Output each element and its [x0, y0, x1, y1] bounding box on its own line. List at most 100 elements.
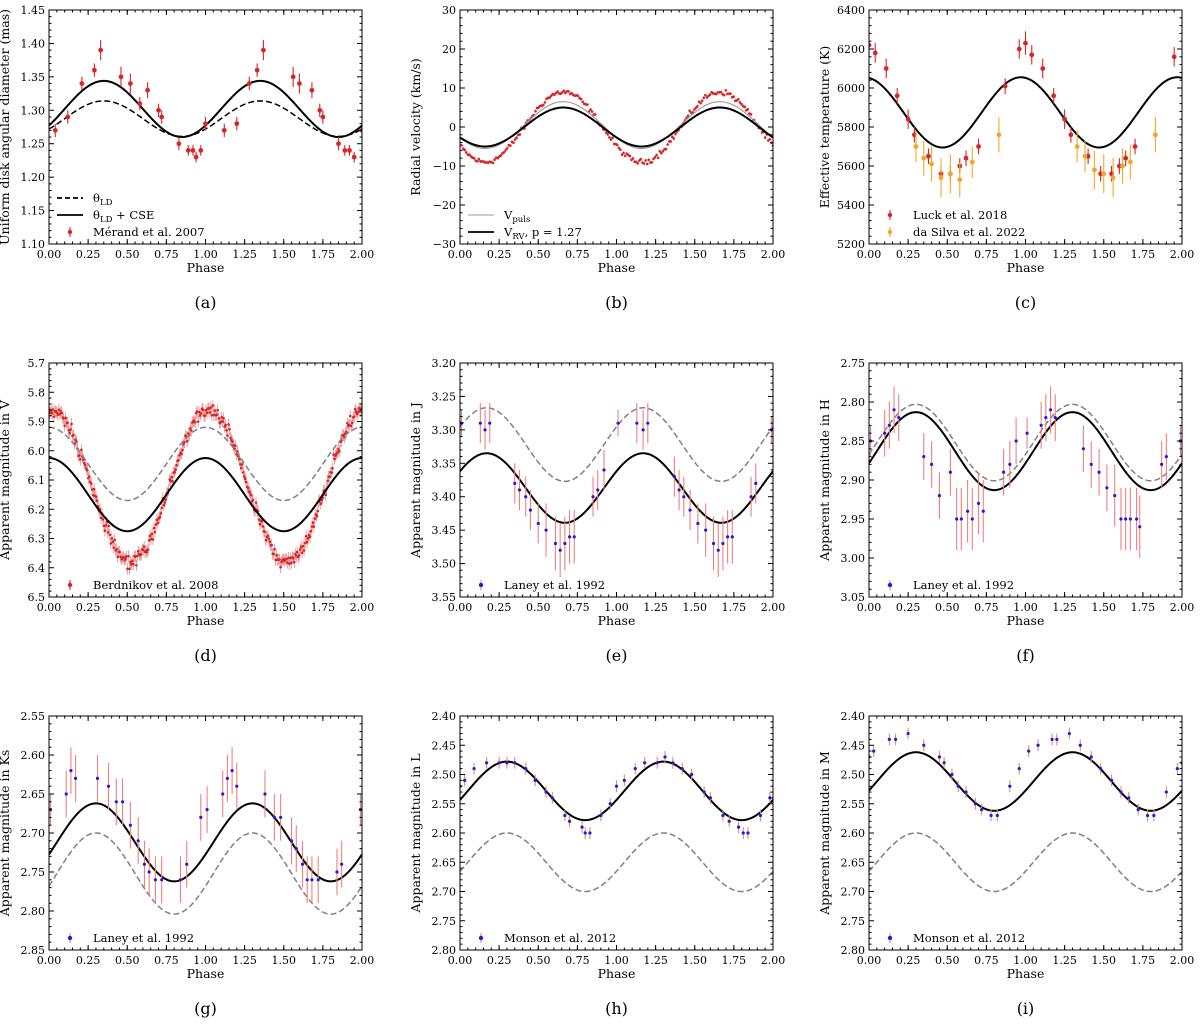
data-point: [208, 411, 212, 414]
data-point: [524, 767, 528, 771]
x-axis-label: Phase: [187, 966, 225, 981]
data-point: [229, 436, 232, 440]
data-point: [524, 495, 528, 499]
data-point: [162, 503, 166, 507]
x-tick-label: 1.25: [232, 601, 257, 614]
data-point: [204, 408, 208, 412]
x-tick-label: 2.00: [350, 248, 375, 261]
data-point: [79, 457, 82, 461]
data-point: [326, 479, 329, 483]
data-point: [349, 424, 353, 428]
x-tick-label: 1.25: [1052, 954, 1077, 967]
y-tick-label: −30: [433, 238, 456, 251]
data-point: [182, 443, 185, 446]
y-axis-label: Apparent magnitude in M: [817, 751, 832, 916]
panel-f: 0.00 0.25 0.50 0.75 1.00 1.25 1.50 1.75 2.00 Phas…: [817, 357, 1194, 665]
data-point: [110, 537, 114, 540]
data-point: [135, 563, 138, 567]
data-point: [215, 413, 219, 417]
data-point: [357, 406, 361, 410]
x-axis-label: Phase: [598, 260, 636, 275]
data-point: [1113, 494, 1117, 498]
data-point: [52, 127, 58, 133]
data-point: [68, 431, 71, 435]
data-point: [699, 101, 702, 105]
data-point: [1040, 66, 1046, 71]
data-point: [1078, 743, 1082, 747]
data-point: [225, 428, 228, 432]
x-tick-label: 0.50: [935, 601, 960, 614]
data-point: [319, 502, 323, 505]
model-curve-g: [49, 832, 362, 915]
data-point: [768, 137, 772, 141]
data-point: [353, 407, 357, 411]
data-point: [1025, 431, 1029, 435]
data-point: [288, 562, 291, 566]
data-point: [354, 410, 358, 413]
data-point: [611, 136, 614, 140]
legend-marker: [478, 582, 484, 588]
data-point: [738, 101, 742, 104]
data-point: [517, 488, 522, 492]
data-point: [78, 454, 81, 457]
data-point: [768, 796, 772, 800]
data-point: [158, 515, 162, 519]
x-tick-label: 1.25: [643, 954, 668, 967]
data-point: [257, 518, 261, 521]
data-point: [186, 439, 189, 443]
x-axis-label: Phase: [1007, 613, 1045, 628]
data-point: [142, 862, 147, 866]
y-tick-label: 2.65: [841, 856, 866, 869]
data-point: [241, 471, 245, 474]
plot-area: [869, 31, 1182, 198]
data-point: [109, 542, 113, 545]
data-point: [232, 443, 235, 447]
data-point: [312, 525, 316, 528]
plot-area: [49, 747, 362, 915]
data-point: [62, 417, 66, 420]
model-curve-i: [869, 832, 1182, 893]
data-point: [149, 537, 153, 541]
data-point: [969, 159, 975, 165]
y-tick-label: −20: [433, 199, 456, 212]
data-point: [294, 847, 298, 851]
y-tick-label: 1.45: [21, 4, 46, 17]
data-point: [221, 127, 227, 133]
data-point: [544, 790, 548, 794]
dense-series-b: [460, 88, 773, 166]
data-point: [126, 567, 129, 571]
model-curve-e: [460, 452, 773, 524]
y-axis-label: Apparent magnitude in V: [0, 399, 12, 561]
data-point: [743, 105, 746, 109]
data-point: [175, 464, 178, 467]
y-tick-label: 3.45: [432, 524, 457, 537]
data-point: [976, 501, 981, 505]
data-point: [159, 512, 163, 515]
data-point: [1089, 462, 1093, 466]
data-point: [193, 154, 199, 160]
panel-label: (d): [194, 646, 217, 665]
legend-label: da Silva et al. 2022: [913, 225, 1025, 239]
data-point: [615, 143, 619, 147]
data-series-c: [869, 31, 1177, 182]
data-point: [677, 488, 681, 492]
data-point: [602, 468, 606, 472]
x-tick-label: 1.50: [272, 954, 297, 967]
data-point: [1036, 743, 1040, 747]
data-point: [688, 508, 692, 512]
data-point: [152, 526, 156, 530]
y-tick-label: 5.8: [28, 386, 46, 399]
data-point: [1160, 462, 1164, 466]
legend-label: θLD + CSE: [93, 208, 154, 225]
data-point: [981, 509, 985, 513]
data-point: [1109, 778, 1114, 782]
data-point: [270, 543, 274, 547]
data-point: [267, 537, 271, 541]
data-point: [188, 426, 192, 430]
data-point: [251, 498, 255, 502]
data-point: [234, 444, 237, 448]
data-point: [645, 162, 649, 166]
x-tick-label: 0.50: [935, 248, 960, 261]
data-point: [181, 448, 184, 452]
data-point: [240, 463, 244, 466]
